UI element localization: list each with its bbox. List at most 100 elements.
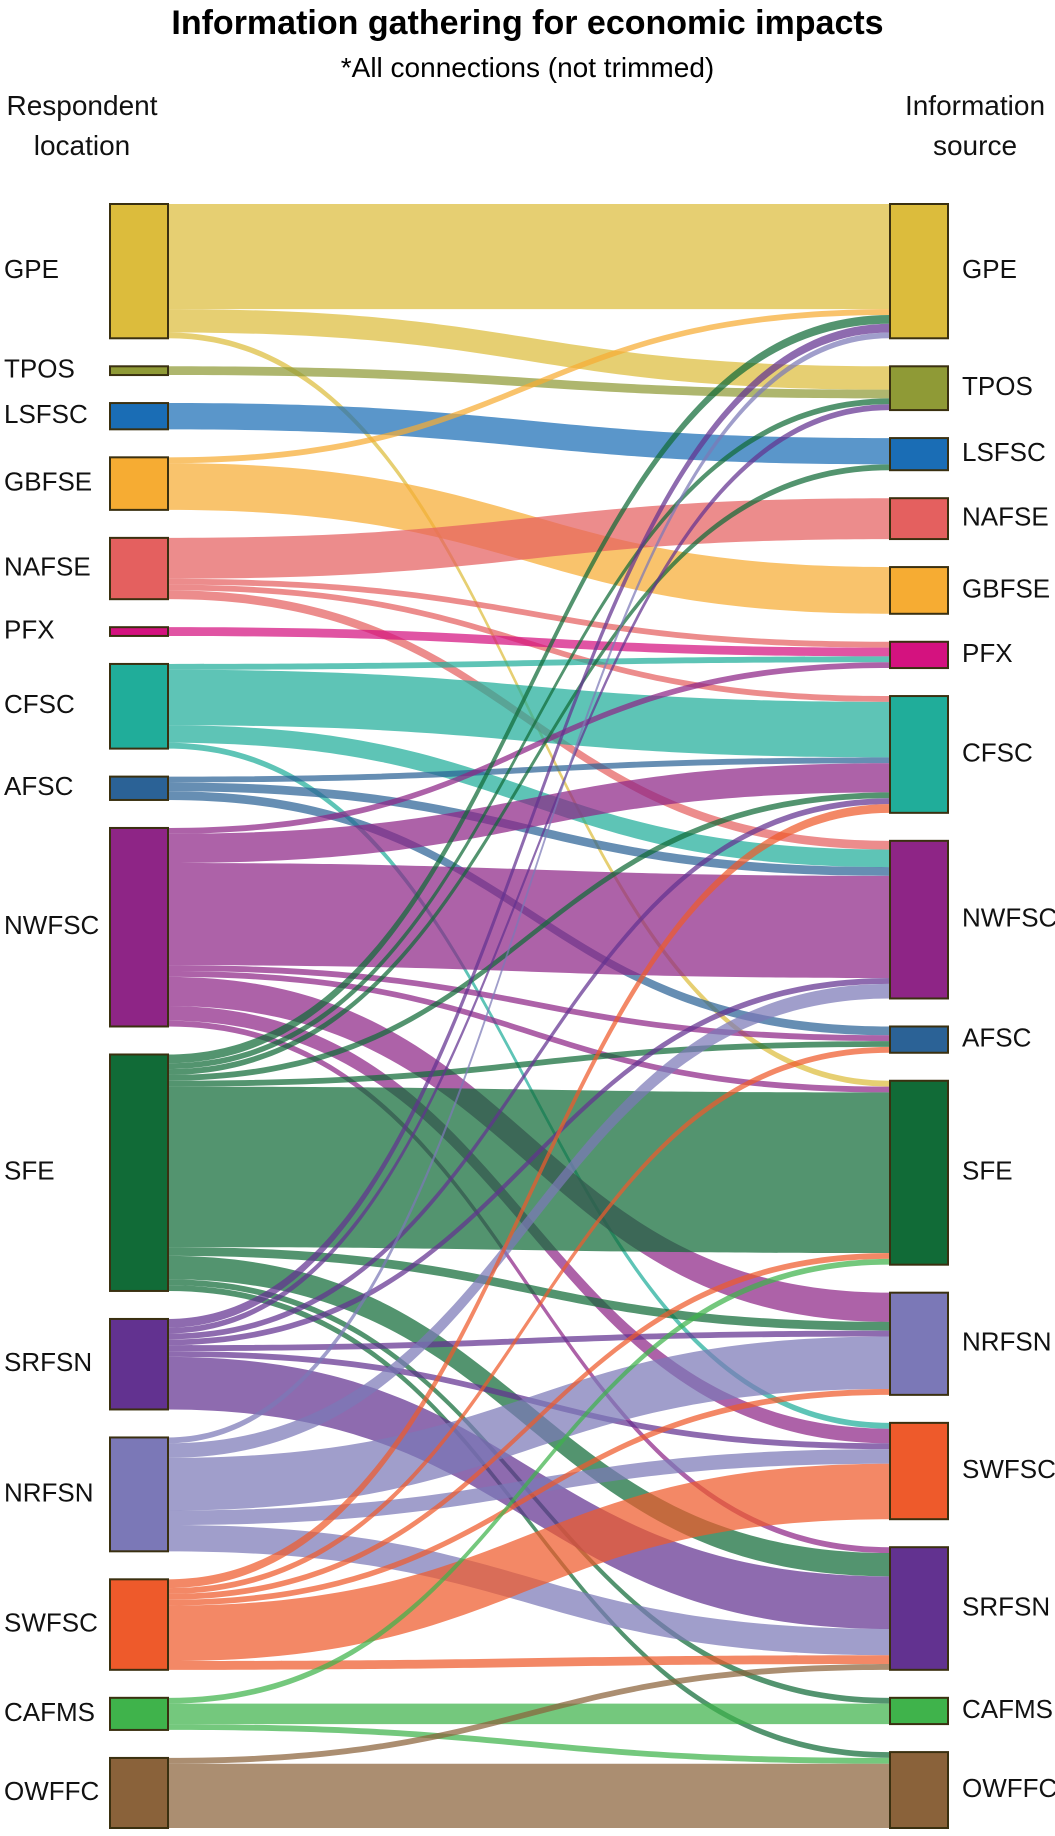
right-node-label: TPOS (962, 371, 1033, 401)
right-node (889, 1291, 949, 1396)
link (168, 1247, 890, 1331)
right-node-label: NWFSC (962, 903, 1055, 933)
right-node (889, 203, 949, 340)
right-node (889, 1696, 949, 1726)
link (168, 669, 890, 758)
chart-title: Information gathering for economic impac… (171, 4, 884, 42)
link (168, 464, 890, 1075)
left-node-label: SWFSC (4, 1607, 98, 1637)
link (168, 978, 890, 1346)
left-node-label: GBFSE (4, 466, 92, 496)
left-node (109, 365, 169, 377)
link (168, 323, 890, 1328)
link (168, 1046, 890, 1594)
left-node-label: OWFFC (4, 1776, 99, 1806)
link (168, 1041, 890, 1087)
link (168, 1763, 890, 1828)
left-node (109, 536, 169, 601)
link (168, 725, 890, 868)
right-node (889, 437, 949, 472)
left-node (109, 775, 169, 801)
right-node (889, 695, 949, 814)
right-node-label: SRFSN (962, 1591, 1050, 1621)
link (168, 309, 890, 390)
right-node (889, 365, 949, 412)
left-header: Respondent location (6, 90, 158, 161)
links (168, 204, 890, 1828)
link (168, 204, 890, 310)
link (168, 398, 890, 1070)
left-node (109, 1053, 169, 1292)
left-node-label: TPOS (4, 354, 75, 384)
left-node (109, 1578, 169, 1671)
right-node-label: GBFSE (962, 573, 1050, 603)
left-node (109, 1756, 169, 1829)
left-node-label: CAFMS (4, 1697, 95, 1727)
link (168, 627, 890, 657)
link (168, 309, 890, 464)
left-node-label: GPE (4, 254, 59, 284)
link (168, 965, 890, 1042)
left-node-label: NWFSC (4, 910, 99, 940)
link (168, 314, 890, 1064)
link (168, 804, 890, 1589)
left-node (109, 1696, 169, 1731)
chart-subtitle: *All connections (not trimmed) (340, 52, 715, 83)
left-node-label: SFE (4, 1156, 55, 1186)
link (168, 862, 890, 979)
right-node (889, 1751, 949, 1829)
link (168, 1330, 890, 1352)
link (168, 763, 890, 863)
link (168, 1724, 890, 1764)
left-node (109, 203, 169, 340)
right-node-label: PFX (962, 638, 1013, 668)
link (168, 1258, 890, 1704)
right-node-label: OWFFC (962, 1773, 1055, 1803)
link (168, 498, 890, 579)
right-node-label: SFE (962, 1156, 1013, 1186)
right-node-label: GPE (962, 254, 1017, 284)
link (168, 742, 890, 1429)
right-node (889, 1421, 949, 1521)
left-node-label: NRFSN (4, 1477, 94, 1507)
right-node (889, 839, 949, 1000)
right-node (889, 1025, 949, 1054)
left-node (109, 1317, 169, 1411)
left-node (109, 402, 169, 431)
right-node-label: NAFSE (962, 502, 1049, 532)
link (168, 983, 890, 1458)
right-node-label: SWFSC (962, 1454, 1055, 1484)
left-node-label: NAFSE (4, 551, 91, 581)
right-node (889, 497, 949, 541)
link (168, 662, 890, 834)
left-node (109, 1436, 169, 1553)
left-node-label: CFSC (4, 689, 75, 719)
right-node-label: NRFSN (962, 1327, 1052, 1357)
link (168, 1655, 890, 1670)
link (168, 1389, 890, 1606)
right-node (889, 1079, 949, 1266)
left-node (109, 662, 169, 750)
right-node-label: CFSC (962, 737, 1033, 767)
link (168, 971, 890, 1093)
link (168, 332, 890, 1444)
link (168, 1463, 890, 1662)
link (168, 656, 890, 670)
left-node-label: AFSC (4, 771, 73, 801)
right-node-label: LSFSC (962, 437, 1046, 467)
link (168, 792, 890, 1081)
link (168, 798, 890, 1340)
left-node (109, 826, 169, 1028)
link (168, 403, 890, 465)
left-node (109, 456, 169, 511)
left-node-label: PFX (4, 614, 55, 644)
right-node-label: CAFMS (962, 1694, 1053, 1724)
link (168, 578, 890, 648)
link (168, 1663, 890, 1764)
right-node-label: AFSC (962, 1022, 1031, 1052)
link (168, 1449, 890, 1526)
link (168, 404, 890, 1334)
right-node (889, 640, 949, 670)
